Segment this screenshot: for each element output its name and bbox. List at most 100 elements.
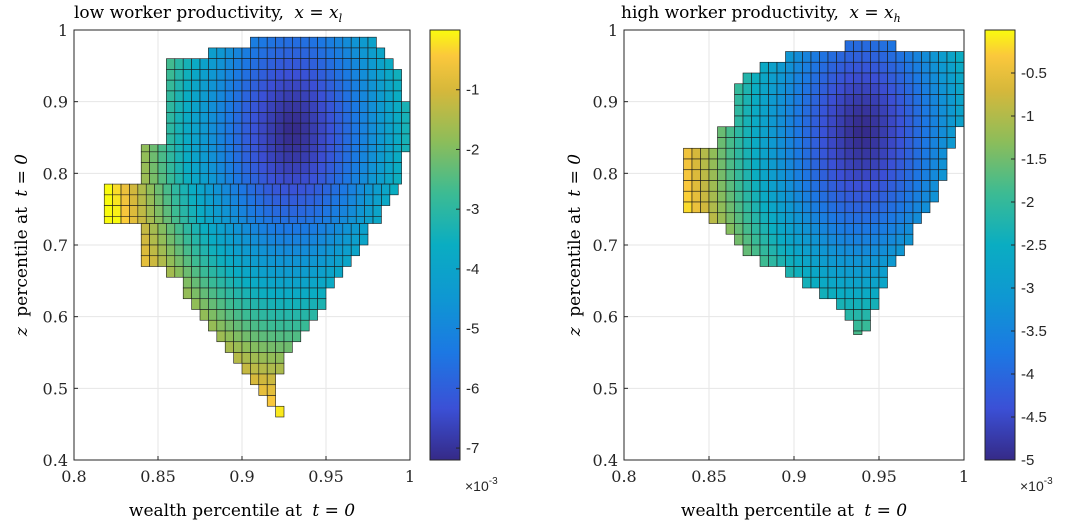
heatmap-cell [241, 90, 251, 102]
heatmap-cell [904, 180, 914, 192]
heatmap-cell [283, 330, 293, 343]
heatmap-cell [224, 266, 234, 278]
heatmap-cell [308, 162, 318, 174]
heatmap-cell [793, 169, 803, 181]
heatmap-cell [827, 244, 837, 257]
heatmap-cell [350, 173, 360, 185]
heatmap-cell [246, 194, 256, 206]
heatmap-cell [258, 233, 268, 246]
heatmap-cell [776, 223, 786, 235]
heatmap-cell [196, 194, 206, 206]
heatmap-cell [266, 330, 276, 343]
heatmap-cell [191, 173, 201, 185]
heatmap-cell [708, 147, 718, 160]
heatmap-cell [350, 122, 360, 135]
heatmap-cell [392, 122, 402, 135]
heatmap-cell [199, 144, 209, 153]
heatmap-cell [199, 101, 209, 113]
heatmap-cell [342, 69, 352, 81]
heatmap-cell [776, 83, 786, 95]
heatmap-cell [250, 298, 260, 310]
x-axis-ticks: 0.8 0.85 0.9 0.95 1 [61, 456, 415, 486]
heatmap-cell [725, 137, 735, 149]
heatmap-cell [339, 183, 349, 196]
heatmap-cell [250, 47, 260, 59]
heatmap-cell [129, 194, 139, 206]
heatmap-cell [364, 183, 374, 196]
heatmap-cell [182, 223, 192, 235]
heatmap-cell [734, 180, 744, 192]
heatmap-cell [895, 126, 905, 138]
heatmap-cell [308, 122, 318, 135]
heatmap-cell [810, 137, 820, 149]
heatmap-cell [742, 115, 752, 128]
heatmap-cell [322, 205, 332, 217]
heatmap-cell [708, 169, 718, 181]
y-axis-ticks: 0.4 0.5 0.6 0.7 0.8 0.9 1 [43, 21, 78, 470]
heatmap-cell [376, 144, 386, 153]
heatmap-cell [191, 276, 201, 289]
heatmap-cell [199, 233, 209, 246]
heatmap-cell [187, 216, 197, 224]
heatmap-cell [275, 330, 285, 343]
heatmap-cell [853, 72, 863, 85]
heatmap-cell [708, 212, 718, 224]
heatmap-cell [759, 126, 769, 138]
heatmap-cell [191, 122, 201, 135]
heatmap-cell [174, 69, 184, 81]
heatmap-cell [283, 223, 293, 235]
heatmap-cell [149, 151, 159, 163]
heatmap-cell [836, 147, 846, 160]
heatmap-cell [802, 147, 812, 160]
heatmap-cell [216, 47, 226, 59]
heatmap-cell [317, 151, 327, 163]
heatmap-cell [241, 112, 251, 124]
heatmap-cell [376, 79, 386, 92]
heatmap-cell [955, 83, 965, 95]
heatmap-cell [292, 319, 302, 332]
heatmap-cell [334, 69, 344, 81]
heatmap-cell [266, 122, 276, 135]
heatmap-cell [179, 183, 189, 196]
heatmap-cell [392, 151, 402, 163]
heatmap-cell [258, 244, 268, 257]
heatmap-cell [271, 216, 281, 224]
heatmap-cell [861, 61, 871, 74]
heatmap-cell [853, 190, 863, 203]
heatmap-cell [266, 287, 276, 300]
heatmap-cell [238, 216, 248, 224]
heatmap-cell [381, 194, 391, 206]
heatmap-cell [275, 133, 285, 145]
heatmap-cell [861, 83, 871, 95]
heatmap-cell [199, 266, 209, 278]
heatmap-cell [734, 190, 744, 203]
heatmap-cell [313, 205, 323, 217]
heatmap-cell [793, 180, 803, 192]
heatmap-cell [870, 233, 880, 246]
heatmap-cell [802, 83, 812, 95]
heatmap-cell [199, 122, 209, 135]
heatmap-cell [166, 79, 176, 92]
heatmap-cell [140, 173, 150, 185]
heatmap-cell [317, 47, 327, 59]
heatmap-cell [878, 137, 888, 149]
heatmap-cell [895, 61, 905, 74]
heatmap-cell [367, 173, 377, 185]
heatmap-cell [759, 104, 769, 117]
heatmap-cell [229, 216, 239, 224]
heatmap-cell [887, 158, 897, 171]
heatmap-cell [182, 151, 192, 163]
heatmap-cell [793, 126, 803, 138]
heatmap-cell [308, 309, 318, 321]
heatmap-cell [870, 40, 880, 52]
heatmap-cell [844, 94, 854, 106]
heatmap-cell [191, 58, 201, 70]
x-tick-label: 0.85 [691, 467, 727, 486]
heatmap-cell [292, 47, 302, 59]
heatmap-cell [887, 233, 897, 246]
heatmap-cell [313, 216, 323, 224]
heatmap-cell [191, 223, 201, 235]
heatmap-cell [216, 287, 226, 300]
heatmap-cell [768, 115, 778, 128]
heatmap-cell [266, 395, 276, 407]
